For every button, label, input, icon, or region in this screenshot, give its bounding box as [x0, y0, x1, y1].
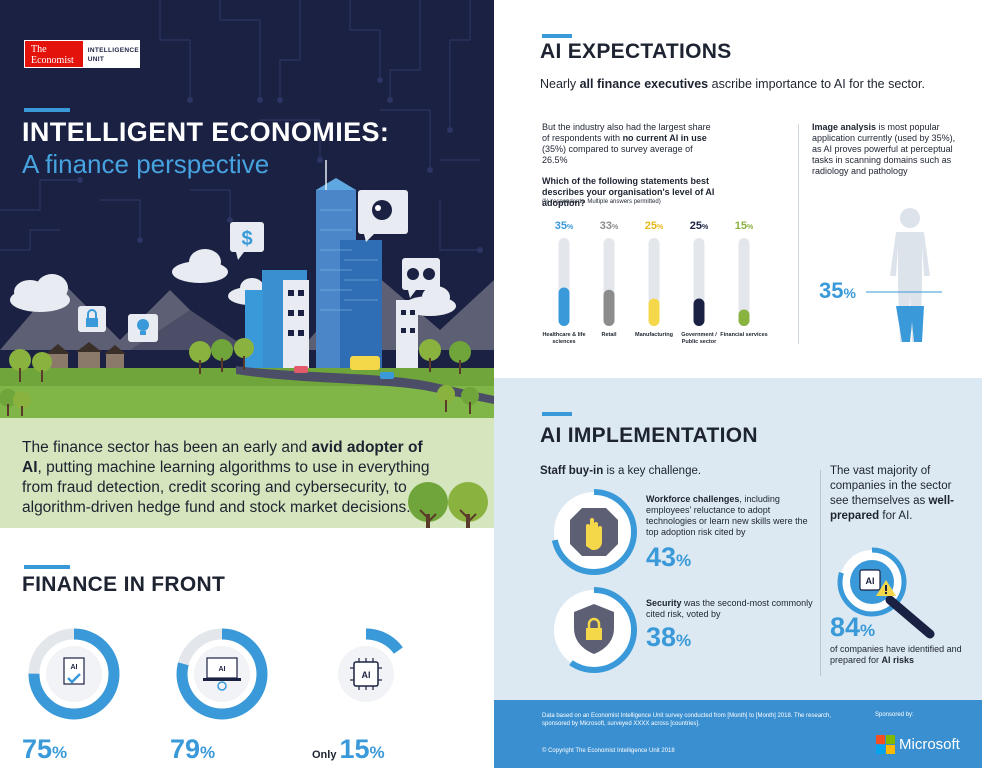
- tube-category-label: Healthcare & life sciences: [542, 332, 586, 345]
- tube-fill: [738, 309, 750, 326]
- intro-text: The finance sector has been an early and…: [22, 439, 430, 516]
- tube-value-label: 33%: [599, 220, 619, 232]
- dollar-bubble-icon: $: [230, 222, 264, 260]
- sponsor-name: Microsoft: [899, 736, 960, 753]
- tube-2: [648, 238, 660, 326]
- tube-fill: [693, 298, 705, 326]
- section-rule: [24, 565, 70, 569]
- security-value: 38%: [646, 622, 692, 652]
- section-title: FINANCE IN FRONT: [22, 573, 226, 596]
- workforce-value: 43%: [646, 542, 692, 572]
- finance-in-front-section: FINANCE IN FRONT AI AI: [0, 528, 494, 768]
- image-analysis-value: 35%: [819, 278, 856, 303]
- footer-copyright: © Copyright The Economist Intelligence U…: [542, 748, 675, 754]
- tree-icon: [0, 338, 479, 416]
- workforce-challenges-text: Workforce challenges, including employee…: [646, 494, 808, 537]
- svg-text:AI: AI: [71, 664, 78, 671]
- economist-logo: The Economist INTELLIGENCE UNIT: [24, 40, 140, 68]
- security-shield-icon: [551, 587, 637, 673]
- ai-laptop-search-icon: AI: [203, 657, 241, 691]
- logo-brand: The Economist: [25, 41, 83, 67]
- binoculars-bubble-icon: [402, 258, 440, 298]
- ai-document-check-icon: AI: [63, 657, 85, 685]
- section-rule: [542, 412, 572, 416]
- windows-logo-icon: [876, 735, 895, 754]
- tube-value-label: 25%: [689, 220, 709, 232]
- footer-methodology: Data based on an Economist Intelligence …: [542, 713, 832, 727]
- svg-text:AI: AI: [219, 666, 226, 673]
- tube-shell: [738, 238, 750, 326]
- well-prepared-text: The vast majority of companies in the se…: [830, 465, 954, 522]
- title-rule: [24, 108, 70, 112]
- donut-stat-3: AI: [320, 628, 412, 720]
- city-illustration: $: [0, 160, 494, 418]
- tube-category-label: Manufacturing: [635, 332, 673, 338]
- ai-expectations-section: AI EXPECTATIONS Nearly all finance execu…: [494, 0, 982, 378]
- tube-value-label: 35%: [554, 220, 574, 232]
- ai-risk-text: of companies have identified and prepare…: [830, 644, 962, 665]
- logo-unit: INTELLIGENCE UNIT: [82, 41, 139, 67]
- column-divider: [798, 124, 799, 344]
- robot-face-bubble-icon: [358, 190, 408, 242]
- page-subtitle: A finance perspective: [22, 149, 270, 179]
- no-ai-note: But the industry also had the largest sh…: [542, 122, 711, 165]
- tube-category-label: Government / Public sector: [681, 332, 717, 345]
- tube-value-label: 25%: [644, 220, 664, 232]
- left-column: The Economist INTELLIGENCE UNIT INTELLIG…: [0, 0, 494, 768]
- ai-risk-value: 84%: [830, 612, 876, 642]
- page-title: INTELLIGENT ECONOMIES:: [22, 117, 390, 147]
- section-lead: Nearly all finance executives ascribe im…: [540, 77, 925, 91]
- lightbulb-bubble-icon: [128, 314, 158, 342]
- human-body-icon: [866, 208, 942, 342]
- tube-category-label: Retail: [601, 332, 617, 338]
- donut-stat-2: AI: [176, 628, 268, 720]
- ai-risk-magnifier-icon: AI: [837, 547, 935, 639]
- tube-1: [603, 238, 615, 326]
- ai-chip-icon: AI: [350, 658, 382, 690]
- security-text: Security was the second-most commonly ci…: [646, 598, 813, 619]
- tube-fill: [558, 287, 570, 326]
- tube-value-label: 15%: [734, 220, 754, 232]
- section-lead: Staff buy-in is a key challenge.: [540, 465, 702, 477]
- section-title: AI IMPLEMENTATION: [540, 424, 758, 447]
- hero-banner: The Economist INTELLIGENCE UNIT INTELLIG…: [0, 0, 494, 418]
- lock-bubble-icon: [78, 306, 106, 332]
- circuit-pattern-icon: [0, 0, 483, 253]
- tube-3: [693, 238, 705, 326]
- tube-fill: [603, 289, 615, 326]
- sponsored-label: Sponsored by:: [875, 712, 914, 718]
- image-analysis-note: Image analysis is most popular applicati…: [812, 122, 956, 176]
- footer: Data based on an Economist Intelligence …: [494, 700, 982, 768]
- tree-icon: [408, 482, 488, 536]
- section-title: AI EXPECTATIONS: [540, 40, 732, 63]
- tube-4: [738, 238, 750, 326]
- svg-text:AI: AI: [866, 576, 875, 586]
- tube-0: [558, 238, 570, 326]
- donut-stat-1: AI: [28, 628, 120, 720]
- svg-text:$: $: [241, 228, 252, 250]
- chart-question-note: (% respondents. Multiple answers permitt…: [542, 199, 661, 205]
- tube-fill: [648, 298, 660, 326]
- column-divider: [820, 470, 821, 676]
- intro-panel: The finance sector has been an early and…: [0, 418, 494, 536]
- ai-implementation-section: AI IMPLEMENTATION Staff buy-in is a key …: [494, 378, 982, 700]
- chart-question: Which of the following statements best d…: [542, 176, 715, 208]
- stat-value-3: Only 15%: [312, 734, 385, 764]
- section-rule: [542, 34, 572, 38]
- adoption-tube-chart: [558, 238, 750, 326]
- tube-category-label: Financial services: [720, 332, 768, 338]
- right-column: AI EXPECTATIONS Nearly all finance execu…: [494, 0, 982, 768]
- stop-hand-icon: [551, 489, 637, 575]
- stat-value-1: 75%: [22, 734, 68, 764]
- stat-value-2: 79%: [170, 734, 216, 764]
- microsoft-logo: Microsoft: [876, 735, 960, 754]
- svg-text:AI: AI: [362, 670, 371, 680]
